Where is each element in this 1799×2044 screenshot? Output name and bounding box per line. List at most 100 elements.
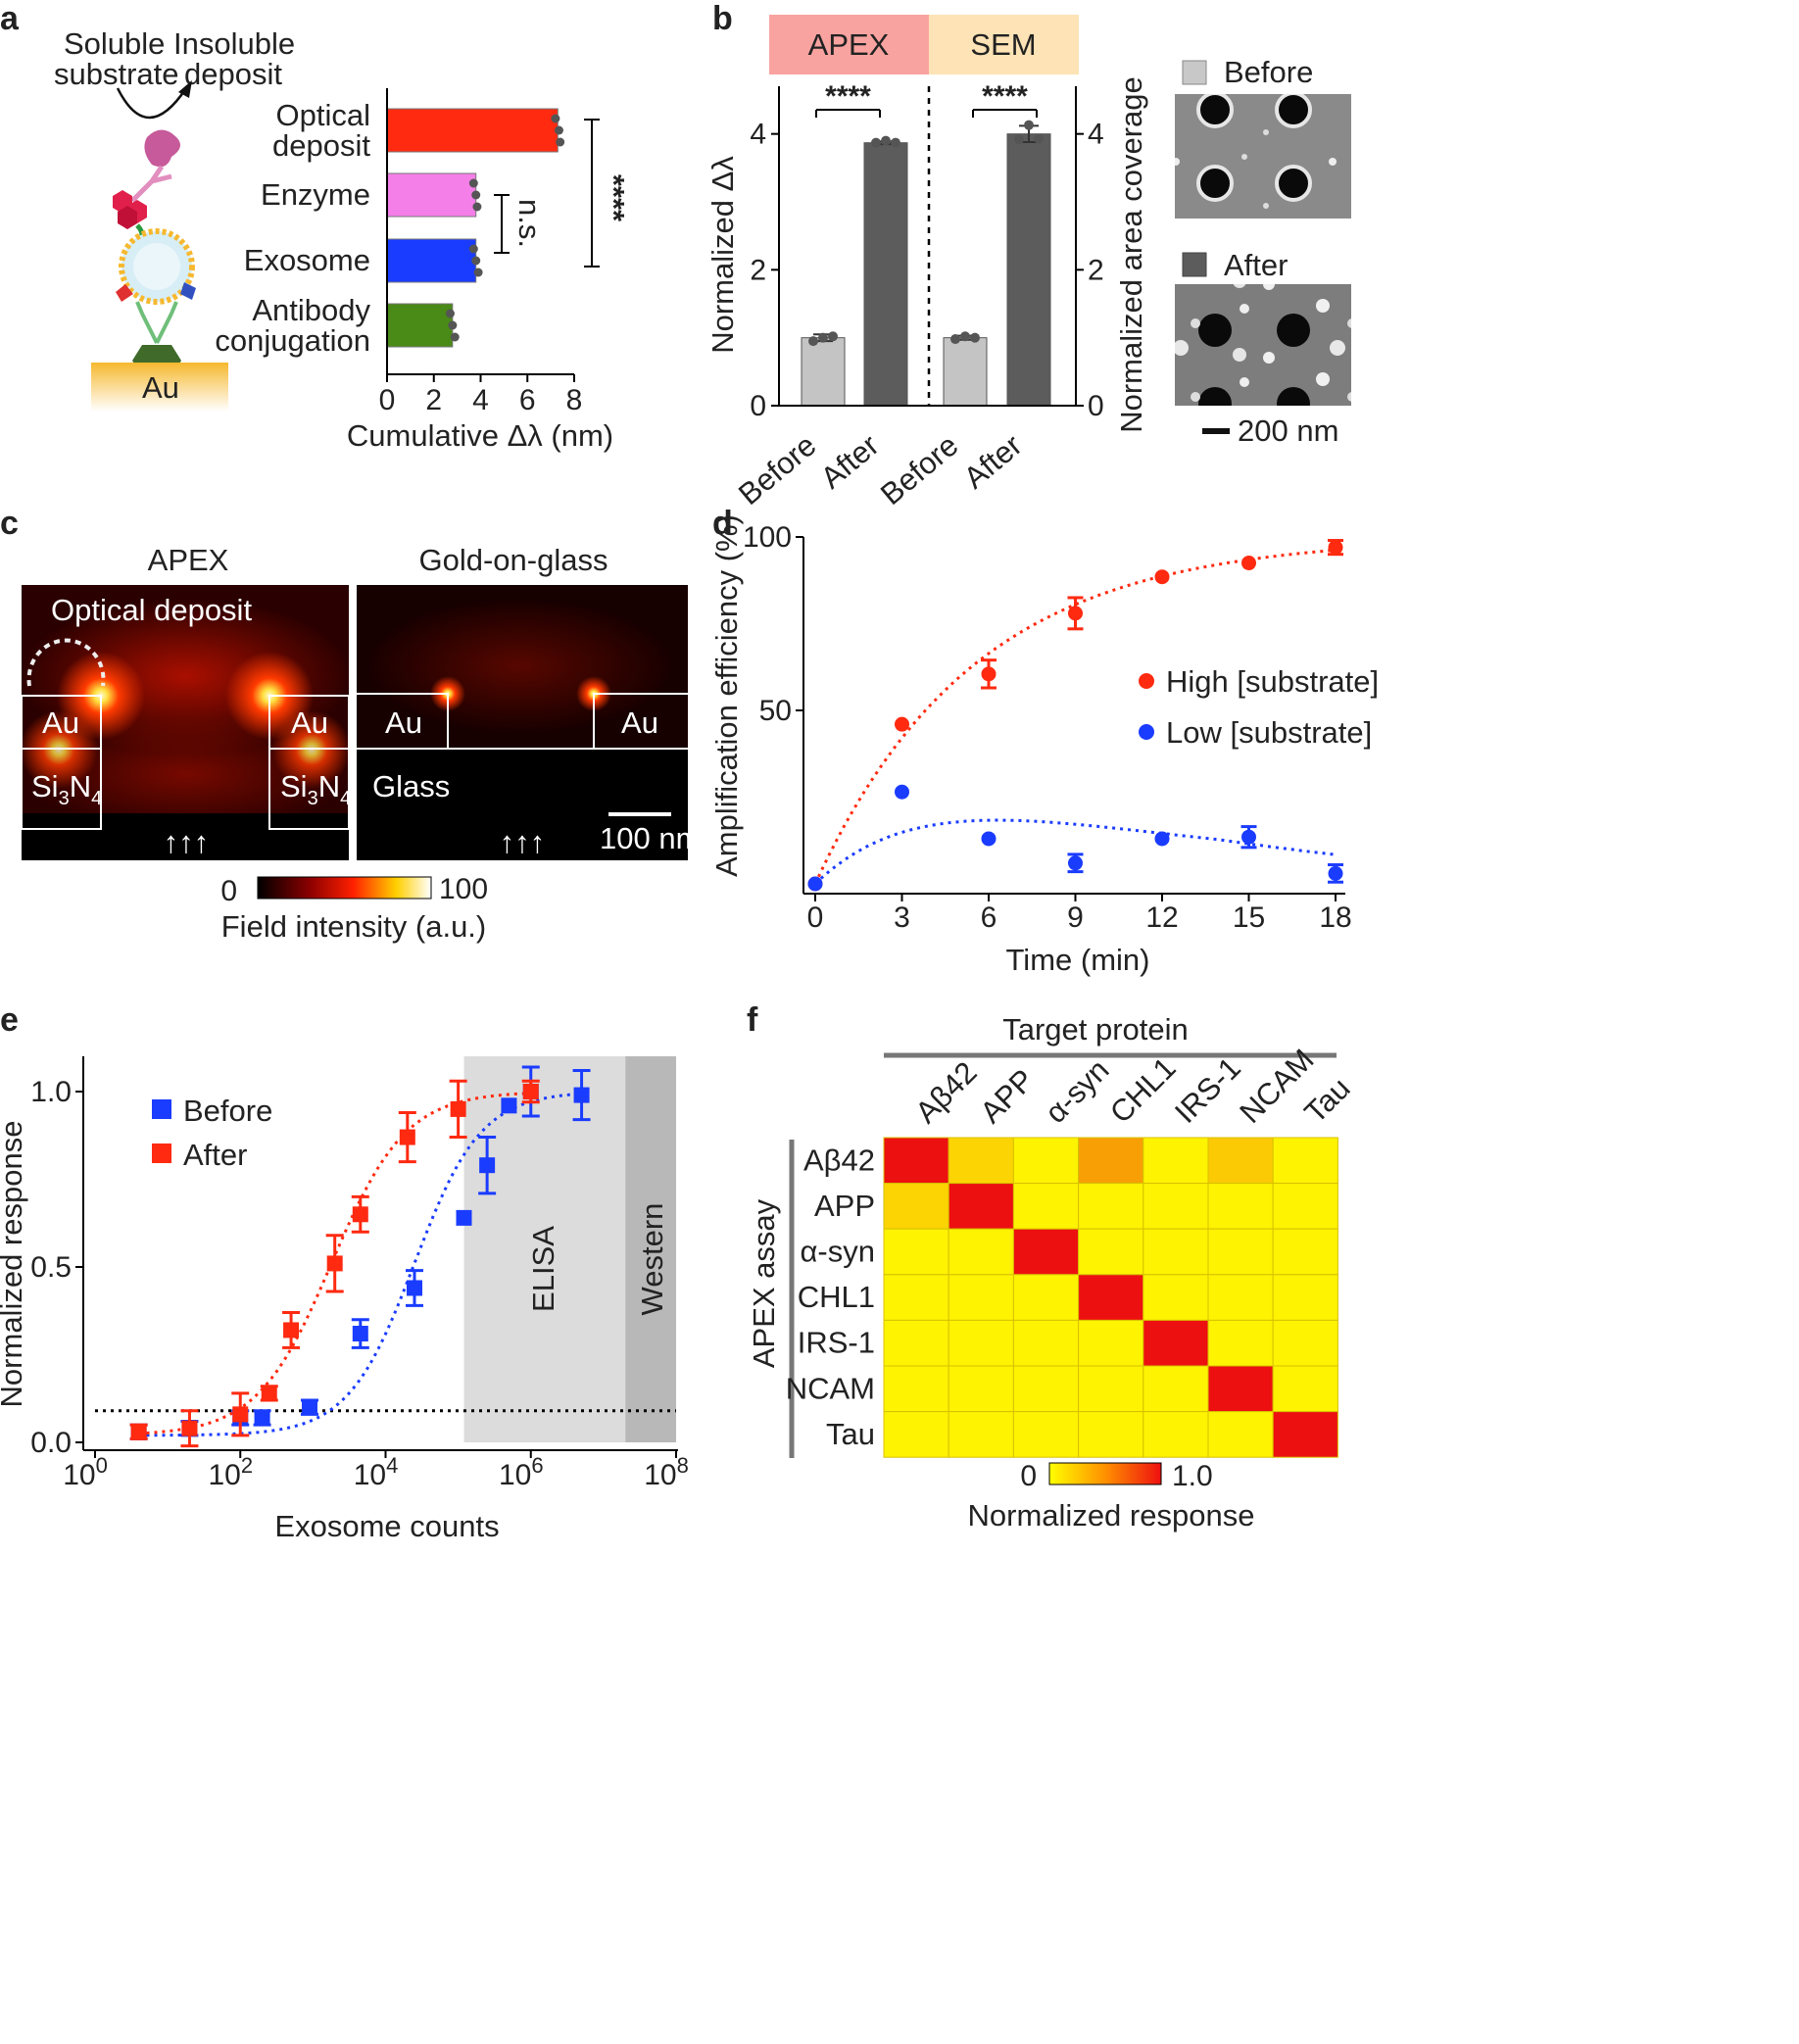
xlabel-e: Exosome counts bbox=[274, 1509, 499, 1543]
significance-a-stars: **** bbox=[584, 119, 631, 268]
soluble-text-1: Soluble bbox=[64, 26, 165, 61]
point-e-1-3 bbox=[261, 1385, 277, 1401]
heatmap-cell-1-1 bbox=[948, 1183, 1014, 1230]
significance-a-stars-text: **** bbox=[597, 174, 631, 222]
significance-b-1: **** bbox=[972, 80, 1038, 118]
enzyme-antibody-icon bbox=[130, 165, 172, 203]
xtick-label-e-0: 100 bbox=[63, 1453, 108, 1491]
xtick-label-d-2: 6 bbox=[981, 901, 997, 934]
significance-b-0: **** bbox=[815, 80, 881, 118]
significance-a-ns-text: n.s. bbox=[512, 199, 547, 248]
panel-e: e ELISA Western 100 102 104 106 108 0.0 0.5 1.0 Ex… bbox=[0, 1001, 689, 1543]
heatmap-row-label-4: IRS-1 bbox=[798, 1326, 875, 1360]
point-d-1-4 bbox=[1154, 831, 1170, 847]
point-d-0-5 bbox=[1241, 556, 1256, 571]
sem-after-swatch bbox=[1182, 252, 1207, 277]
point-b-1-1 bbox=[881, 135, 891, 146]
heatmap-cell-4-3 bbox=[1078, 1319, 1144, 1367]
legend-marker-d-0 bbox=[1139, 673, 1154, 689]
point-a-2-2 bbox=[473, 268, 483, 277]
legend-label-e-0: Before bbox=[183, 1094, 272, 1128]
ytick-label-e-1: 0.5 bbox=[30, 1251, 72, 1284]
heatmap-cell-2-6 bbox=[1272, 1228, 1338, 1276]
heatmap-cell-2-2 bbox=[1012, 1228, 1080, 1276]
heatmap-cell-4-2 bbox=[1012, 1319, 1080, 1367]
heatmap-cell-6-3 bbox=[1078, 1411, 1144, 1458]
xtick-label-e-3: 106 bbox=[499, 1453, 544, 1491]
apex-field-map: Optical deposit Au Au Si3N4 Si3N4 ↑↑↑ bbox=[20, 585, 353, 860]
sim-scalebar-label: 100 nm bbox=[600, 821, 701, 855]
heatmap-cell-5-3 bbox=[1078, 1365, 1144, 1413]
ytick-left-label-b-1: 2 bbox=[750, 254, 766, 286]
heatmap-cell-4-6 bbox=[1272, 1319, 1338, 1367]
heatmap-cell-3-5 bbox=[1207, 1274, 1274, 1321]
point-d-0-2 bbox=[981, 666, 997, 682]
point-a-0-0 bbox=[551, 114, 560, 123]
point-a-2-1 bbox=[471, 256, 481, 266]
si3n4-left-label: Si3N4 bbox=[31, 769, 102, 809]
gold-on-glass-field-map: Au Au Glass ↑↑↑ 100 nm bbox=[357, 585, 701, 860]
heatmap-cell-5-4 bbox=[1143, 1365, 1209, 1413]
ytick-left-label-b-2: 4 bbox=[750, 119, 766, 151]
region-label-elisa: ELISA bbox=[526, 1226, 560, 1312]
xtick-label-e-1: 102 bbox=[208, 1453, 253, 1491]
optical-deposit-label: Optical deposit bbox=[51, 593, 252, 627]
xtick-label-e-2: 104 bbox=[354, 1453, 399, 1491]
heatmap-cell-3-0 bbox=[883, 1274, 949, 1321]
heatmap-cell-0-3 bbox=[1078, 1137, 1144, 1185]
heatmap-cell-3-6 bbox=[1272, 1274, 1338, 1321]
panel-a: a Soluble substrate Insoluble deposit Au bbox=[0, 0, 631, 453]
heatmap-row-label-1: APP bbox=[814, 1189, 875, 1223]
gog-au-left-label: Au bbox=[385, 706, 422, 740]
point-b-2-0 bbox=[950, 334, 960, 345]
point-b-0-1 bbox=[818, 332, 828, 343]
heatmap-cell-3-1 bbox=[948, 1274, 1014, 1321]
panel-b-label: b bbox=[712, 0, 733, 37]
xtick-label-e-4: 108 bbox=[644, 1453, 689, 1491]
point-e-1-2 bbox=[232, 1406, 249, 1423]
bar-a-3 bbox=[386, 303, 454, 348]
legend-marker-e-0 bbox=[152, 1099, 171, 1119]
point-b-2-2 bbox=[970, 332, 980, 343]
apex-sim-title: APEX bbox=[148, 543, 229, 577]
point-d-1-5 bbox=[1241, 829, 1256, 845]
xlabel-d: Time (min) bbox=[1006, 943, 1150, 977]
xtick-label-a-0: 0 bbox=[379, 384, 396, 416]
legend-label-d-0: High [substrate] bbox=[1166, 664, 1379, 699]
panel-a-label: a bbox=[0, 0, 20, 37]
point-a-1-2 bbox=[472, 202, 482, 212]
ytick-label-e-0: 0.0 bbox=[30, 1427, 72, 1459]
xtick-label-d-1: 3 bbox=[894, 901, 910, 934]
au-label: Au bbox=[142, 370, 179, 405]
bar-a-2 bbox=[386, 238, 477, 283]
xlabel-a: Cumulative Δλ (nm) bbox=[347, 418, 613, 453]
xtick-label-a-1: 2 bbox=[425, 384, 442, 416]
heatmap-cell-6-1 bbox=[948, 1411, 1014, 1458]
bar-b-1 bbox=[863, 142, 908, 407]
heatmap-cell-6-0 bbox=[883, 1411, 949, 1458]
apex-incident-arrows: ↑↑↑ bbox=[164, 825, 210, 859]
heatmap-row-label-3: CHL1 bbox=[798, 1280, 875, 1314]
xtick-label-d-0: 0 bbox=[807, 901, 824, 934]
heatmap-cell-1-3 bbox=[1078, 1183, 1144, 1230]
heatmap-cell-5-2 bbox=[1012, 1365, 1080, 1413]
heatmap-cell-4-5 bbox=[1207, 1319, 1274, 1367]
bar-b-3 bbox=[1006, 133, 1051, 407]
heatmap-cell-5-0 bbox=[883, 1365, 949, 1413]
xtick-label-d-5: 15 bbox=[1233, 901, 1265, 934]
heatmap-cell-0-1 bbox=[948, 1137, 1014, 1185]
heatmap-row-label-0: Aβ42 bbox=[803, 1143, 875, 1177]
reaction-arrowhead bbox=[178, 80, 192, 98]
xtick-label-a-3: 6 bbox=[519, 384, 536, 416]
point-e-0-4 bbox=[301, 1399, 317, 1416]
point-d-1-1 bbox=[895, 784, 909, 800]
exosome-marker-blue-icon bbox=[180, 282, 196, 300]
ytick-left-label-b-0: 0 bbox=[750, 390, 766, 422]
category-b-3: After bbox=[957, 428, 1029, 496]
point-a-2-0 bbox=[468, 244, 478, 254]
sem-images: Before After 200 nm bbox=[1175, 55, 1351, 448]
bar-b-0 bbox=[801, 337, 846, 407]
